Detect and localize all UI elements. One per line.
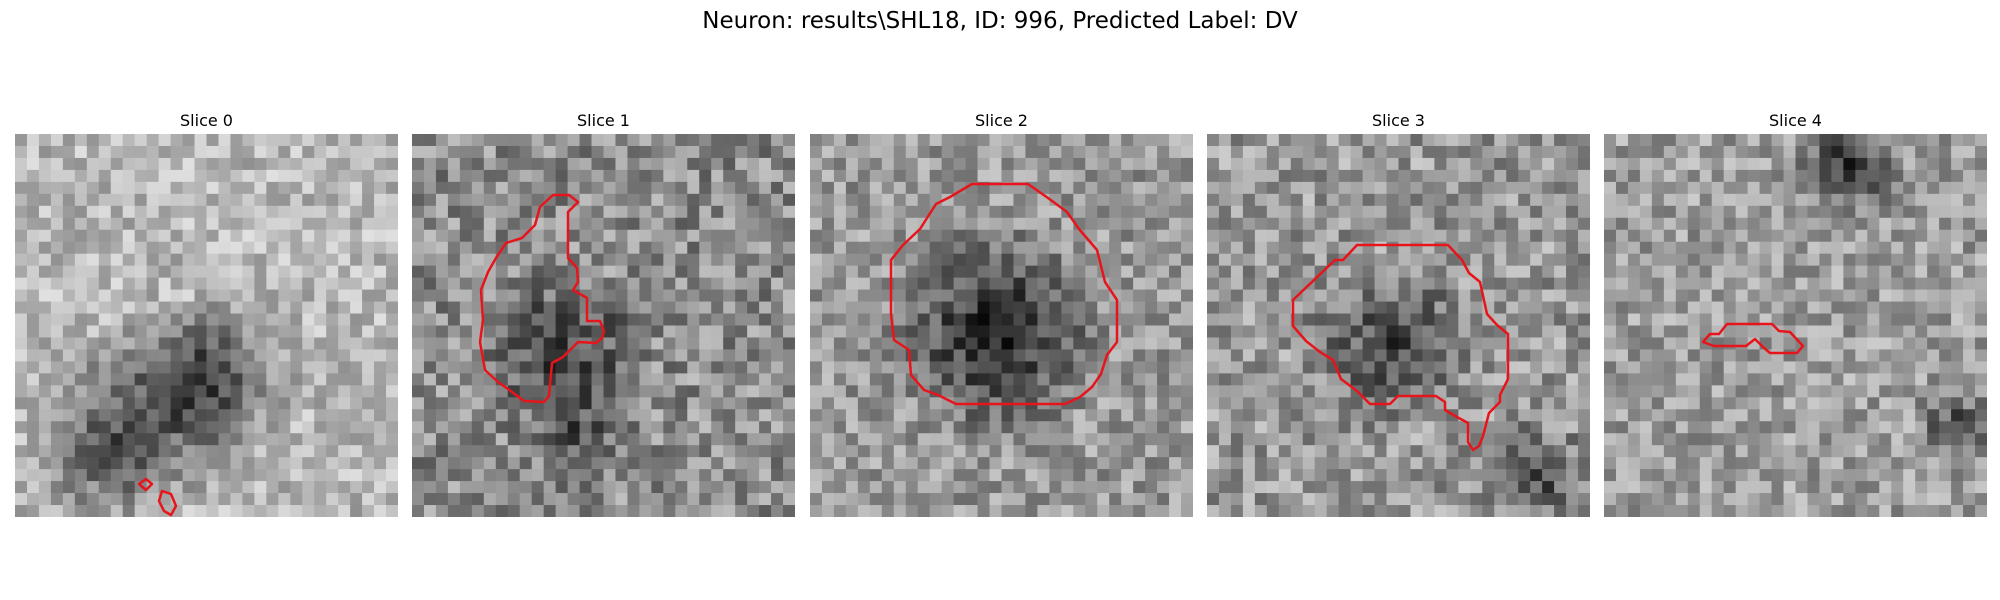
slice-image-2 xyxy=(810,134,1193,517)
slice-pixels-3 xyxy=(1207,134,1590,517)
slice-image-3 xyxy=(1207,134,1590,517)
slice-contour-0 xyxy=(137,477,178,517)
slice-image-1 xyxy=(412,134,795,517)
slice-panel-2: Slice 2 xyxy=(810,108,1193,517)
slice-panel-0: Slice 0 xyxy=(15,108,398,517)
slice-contour-3 xyxy=(1291,243,1510,452)
slice-panel-3: Slice 3 xyxy=(1207,108,1590,517)
slice-contour-1 xyxy=(478,193,606,404)
slice-image-0 xyxy=(15,134,398,517)
slice-pixels-4 xyxy=(1604,134,1987,517)
slice-title-0: Slice 0 xyxy=(180,111,233,130)
slice-image-4 xyxy=(1604,134,1987,517)
slice-panel-1: Slice 1 xyxy=(412,108,795,517)
slice-title-4: Slice 4 xyxy=(1769,111,1822,130)
slice-pixels-0 xyxy=(15,134,398,517)
slice-contour-4 xyxy=(1701,322,1805,355)
figure-title: Neuron: results\SHL18, ID: 996, Predicte… xyxy=(702,8,1298,34)
slice-contour-2 xyxy=(889,182,1119,406)
slice-pixels-1 xyxy=(412,134,795,517)
slice-title-1: Slice 1 xyxy=(577,111,630,130)
slice-title-2: Slice 2 xyxy=(975,111,1028,130)
slice-pixels-2 xyxy=(810,134,1193,517)
slice-title-3: Slice 3 xyxy=(1372,111,1425,130)
slice-panel-4: Slice 4 xyxy=(1604,108,1987,517)
